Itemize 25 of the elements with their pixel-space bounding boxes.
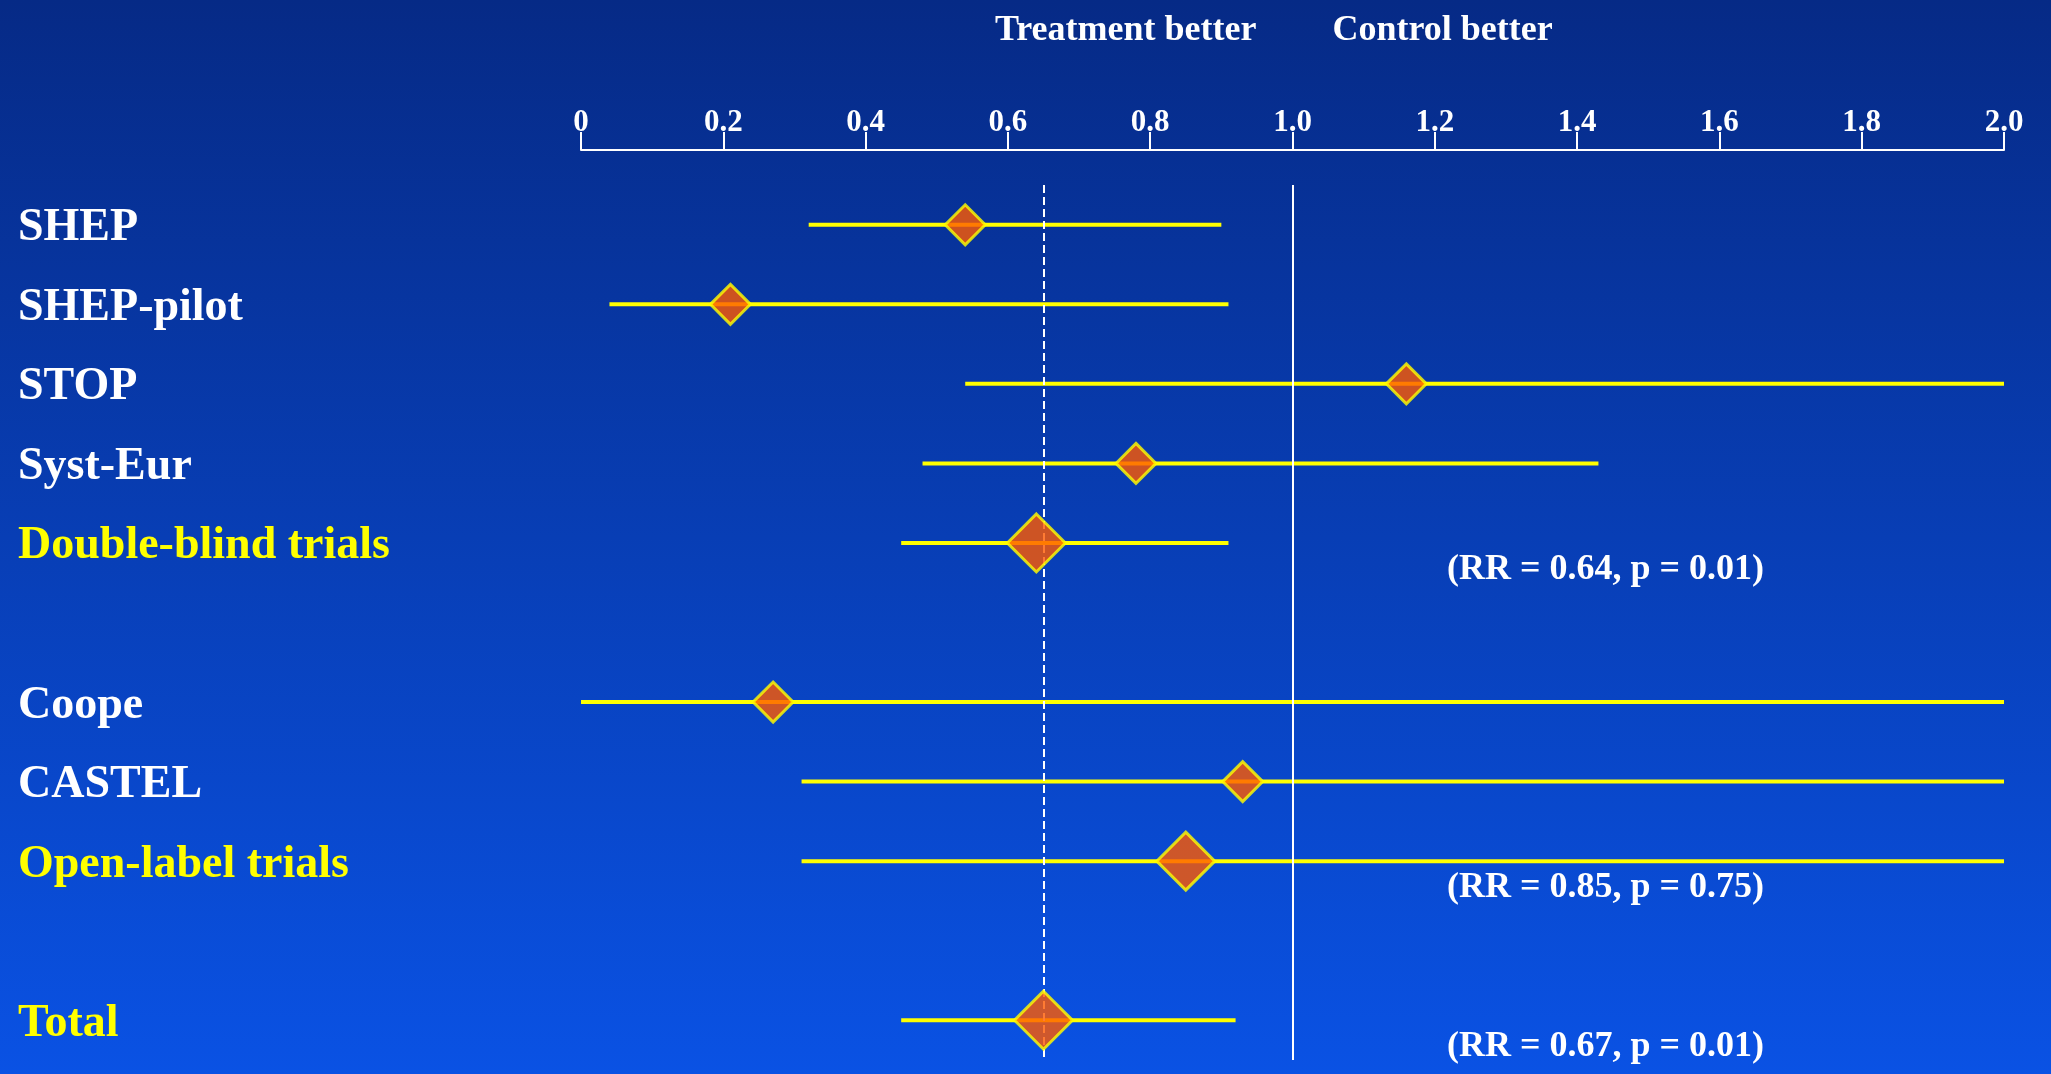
annotation: (RR = 0.64, p = 0.01) xyxy=(1447,546,1765,587)
x-tick-label: 0 xyxy=(573,103,589,138)
x-tick-label: 2.0 xyxy=(1984,103,2024,138)
x-tick-label: 1.8 xyxy=(1842,103,1882,138)
x-tick-label: 0.2 xyxy=(703,103,743,138)
x-tick-label: 1.4 xyxy=(1557,103,1597,138)
y-tick-label: CASTEL xyxy=(18,756,203,808)
y-tick-label: Double-blind trials xyxy=(18,517,390,569)
x-tick-label: 0.4 xyxy=(846,103,885,138)
y-tick-label: Total xyxy=(18,994,119,1046)
text: Control better xyxy=(1332,8,1553,48)
y-tick-label: STOP xyxy=(18,358,138,410)
y-tick-label: SHEP xyxy=(18,199,139,251)
x-tick-label: 1.6 xyxy=(1700,103,1739,138)
annotation: (RR = 0.85, p = 0.75) xyxy=(1447,865,1765,906)
y-tick-label: Open-label trials xyxy=(18,835,349,887)
annotation: (RR = 0.67, p = 0.01) xyxy=(1447,1024,1765,1065)
x-tick-label: 1.2 xyxy=(1415,103,1455,138)
x-tick-label: 1.0 xyxy=(1273,103,1312,138)
y-tick-label: Syst-Eur xyxy=(18,437,192,489)
x-tick-label: 0.8 xyxy=(1130,103,1170,138)
text: Treatment better xyxy=(994,8,1257,48)
y-tick-label: SHEP-pilot xyxy=(18,278,244,330)
y-tick-label: Coope xyxy=(18,676,144,728)
x-tick-label: 0.6 xyxy=(988,103,1028,138)
